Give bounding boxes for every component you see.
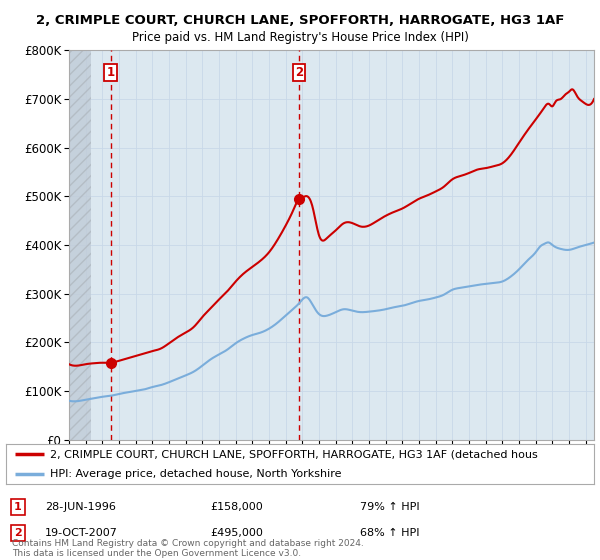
Text: 2, CRIMPLE COURT, CHURCH LANE, SPOFFORTH, HARROGATE, HG3 1AF: 2, CRIMPLE COURT, CHURCH LANE, SPOFFORTH… bbox=[36, 14, 564, 27]
Text: 28-JUN-1996: 28-JUN-1996 bbox=[45, 502, 116, 512]
Text: 2: 2 bbox=[295, 66, 303, 79]
Text: 2: 2 bbox=[14, 528, 22, 538]
Text: HPI: Average price, detached house, North Yorkshire: HPI: Average price, detached house, Nort… bbox=[50, 469, 341, 479]
Text: Contains HM Land Registry data © Crown copyright and database right 2024.
This d: Contains HM Land Registry data © Crown c… bbox=[12, 539, 364, 558]
Text: 79% ↑ HPI: 79% ↑ HPI bbox=[360, 502, 419, 512]
Text: 68% ↑ HPI: 68% ↑ HPI bbox=[360, 528, 419, 538]
Text: £158,000: £158,000 bbox=[210, 502, 263, 512]
Bar bbox=[69, 50, 91, 440]
Text: 19-OCT-2007: 19-OCT-2007 bbox=[45, 528, 118, 538]
Text: 2, CRIMPLE COURT, CHURCH LANE, SPOFFORTH, HARROGATE, HG3 1AF (detached hous: 2, CRIMPLE COURT, CHURCH LANE, SPOFFORTH… bbox=[50, 449, 538, 459]
Text: Price paid vs. HM Land Registry's House Price Index (HPI): Price paid vs. HM Land Registry's House … bbox=[131, 31, 469, 44]
Text: £495,000: £495,000 bbox=[210, 528, 263, 538]
Text: 1: 1 bbox=[106, 66, 115, 79]
Text: 1: 1 bbox=[14, 502, 22, 512]
